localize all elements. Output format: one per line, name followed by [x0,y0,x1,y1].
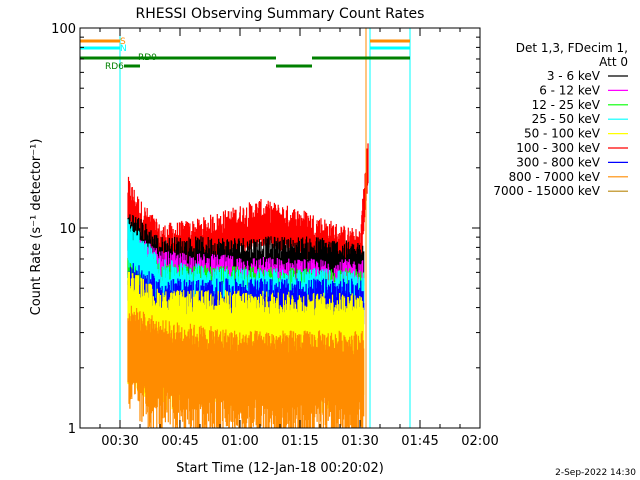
flag-label-s: S [120,37,126,47]
legend-label-3: 25 - 50 keV [532,112,601,126]
legend-label-8: 7000 - 15000 keV [493,184,600,198]
y-axis-label: Count Rate (s⁻¹ detector⁻¹) [29,139,44,316]
series-800-7000-kev [127,305,365,428]
legend-label-0: 3 - 6 keV [547,69,601,83]
x-tick-label-0130: 01:30 [341,434,378,449]
x-tick-label-0030: 00:30 [101,434,138,449]
flag-label-rd6: RD6 [105,62,124,72]
legend-header-line-2: Att 0 [599,55,628,69]
flag-label-rd0: RD0 [138,53,157,63]
plot-area: SN RD0 RD6 1 10 100 00:30 00:45 01:00 01:15 01:30 0… [51,22,499,449]
x-tick-label-0100: 01:00 [221,434,258,449]
legend-label-7: 800 - 7000 keV [509,170,601,184]
x-tick-label-0200: 02:00 [461,434,498,449]
x-tick-label-0115: 01:15 [281,434,318,449]
legend-label-2: 12 - 25 keV [532,98,601,112]
y-tick-label-10: 10 [59,222,76,237]
x-axis-label: Start Time (12-Jan-18 00:20:02) [176,461,384,476]
legend-label-1: 6 - 12 keV [539,83,601,97]
y-tick-label-100: 100 [51,22,76,37]
legend-header-line-1: Det 1,3, FDecim 1, [516,41,628,55]
x-tick-label-0145: 01:45 [401,434,438,449]
flag-label-n: N [120,44,127,54]
chart-title: RHESSI Observing Summary Count Rates [136,6,425,22]
y-tick-label-1: 1 [68,422,76,437]
data-traces [127,143,369,428]
legend-label-6: 300 - 800 keV [516,155,600,169]
legend-label-4: 50 - 100 keV [524,127,601,141]
footer-date: 2-Sep-2022 14:30 [555,468,636,478]
x-tick-label-0045: 00:45 [161,434,198,449]
legend-label-5: 100 - 300 keV [516,141,600,155]
